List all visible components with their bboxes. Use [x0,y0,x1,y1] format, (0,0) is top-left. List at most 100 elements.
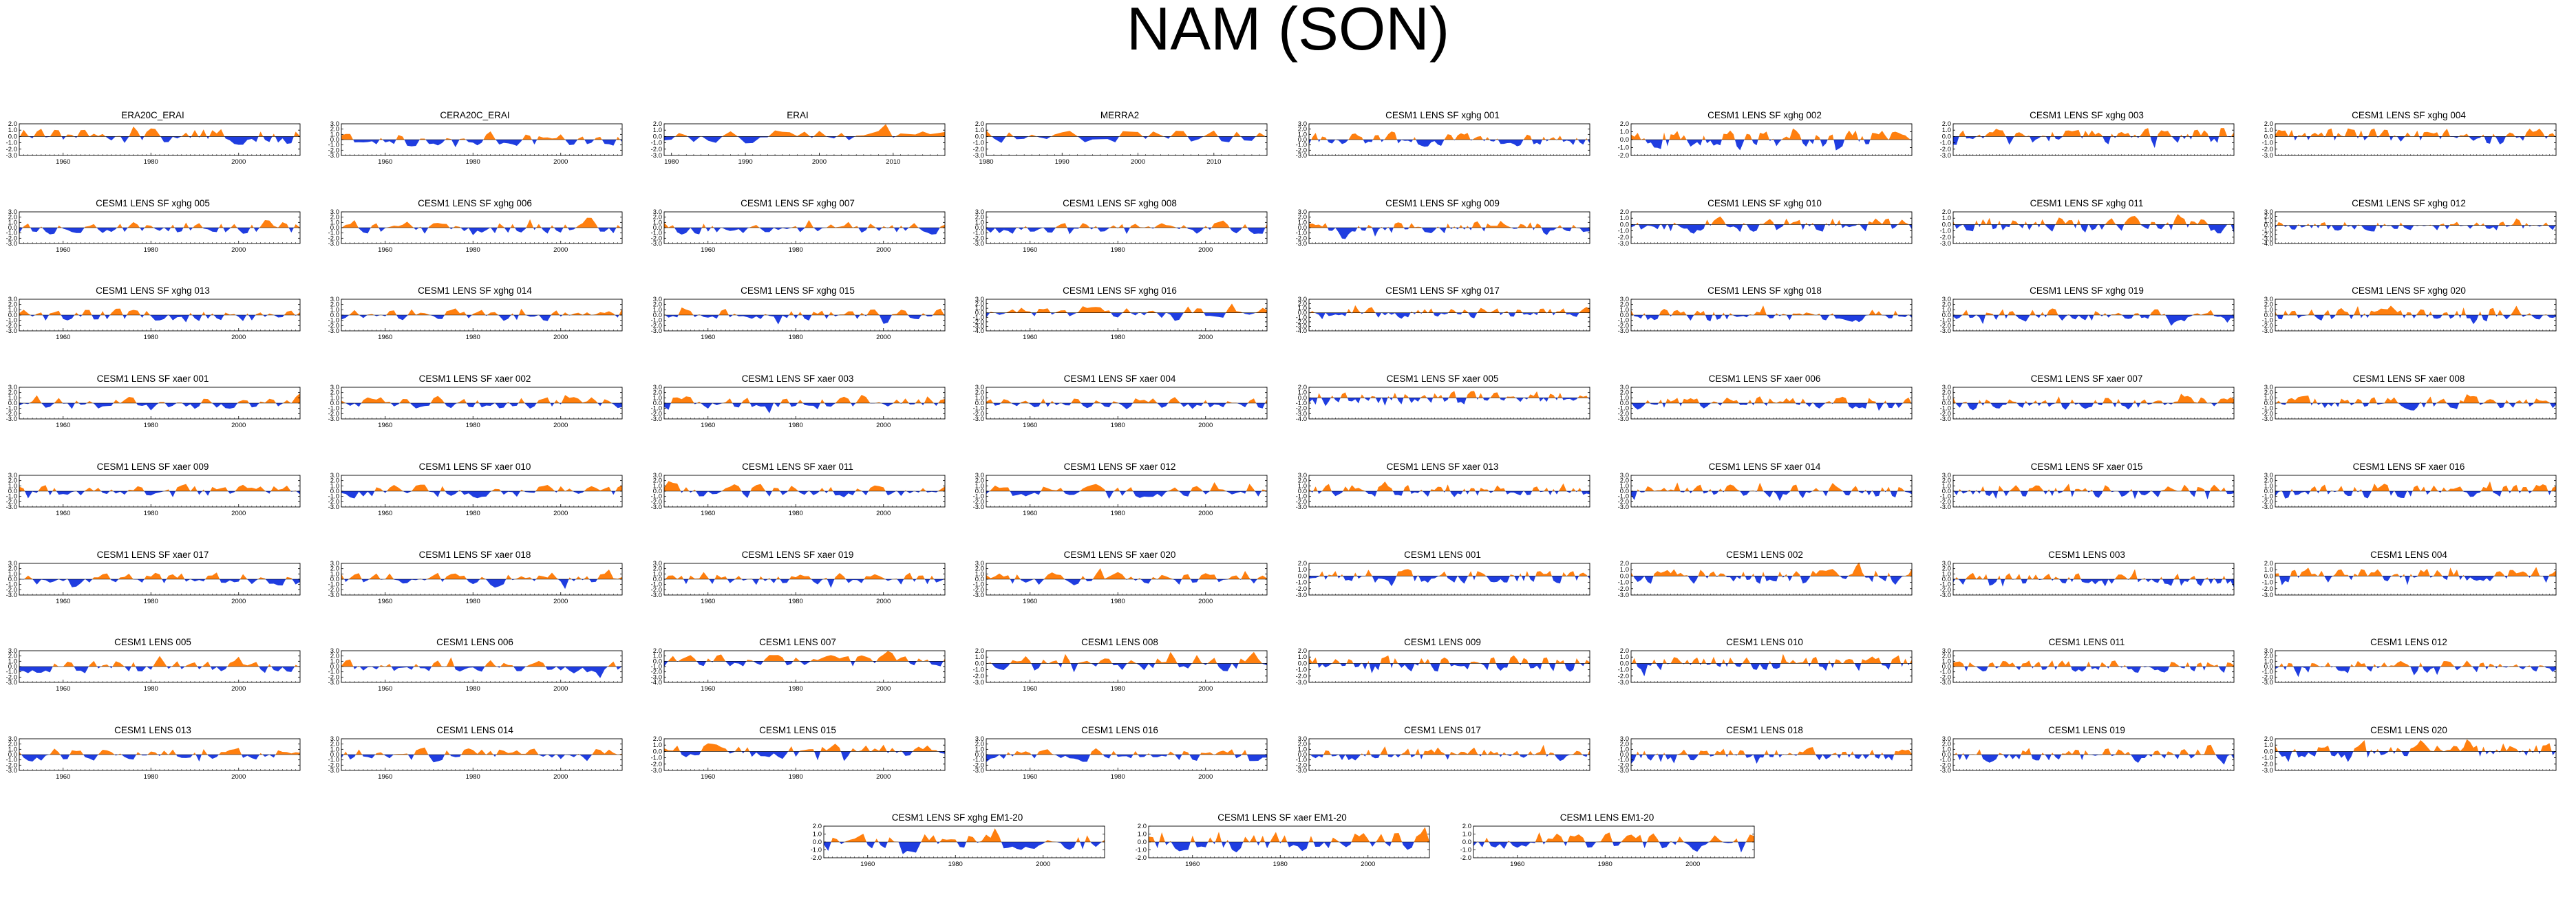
y-tick-label: -3.0 [2262,152,2273,160]
y-tick-label: -2.0 [1296,585,1307,593]
negative-area [2279,576,2549,585]
y-tick-label: -2.0 [2262,585,2273,593]
panel-title: CESM1 LENS SF xghg 010 [1707,198,1822,208]
y-tick-label: -1.0 [973,581,984,589]
y-tick-label: 3.0 [1298,296,1307,303]
panel-title: CESM1 LENS SF xaer 011 [742,462,853,472]
panel-title: CESM1 LENS SF xghg 009 [1385,198,1500,208]
y-tick-label: 0.0 [8,576,17,583]
y-tick-label: -3.0 [973,415,984,423]
panel-title: CESM1 LENS SF xghg 004 [2352,110,2466,120]
y-tick-label: 1.0 [975,219,984,226]
positive-area [2276,394,2550,403]
y-tick-label: -1.0 [973,230,984,237]
panel-plot: 3.02.01.00.0-1.0-2.0-3.0 [1940,384,2235,423]
chart-panel: CESM1 LENS 004 2.0 1.0 0.0 -1.0 -2.0 -3.0 [2256,550,2562,609]
y-tick-label: -1.0 [1618,228,1629,235]
positive-area [1309,482,1582,491]
y-tick-label: 1.0 [1942,482,1951,490]
chart-panel: CESM1 LENS SF xaer 005 2.0 1.0 0.0 -1.0 -2.0-… [1290,374,1595,433]
panel-plot: 2.01.00.0-1.0-2.0-3.0 [2262,120,2557,160]
y-tick-label: 0.0 [8,488,17,495]
y-tick-label: 1.0 [1298,389,1307,397]
y-tick-label: 1.0 [2264,217,2273,225]
y-tick-label: 2.0 [1942,477,1951,485]
y-tick-label: 0.0 [1942,400,1951,407]
y-tick-label: 0.0 [975,133,984,140]
y-tick-label: 2.0 [330,477,339,485]
y-tick-label: 2.0 [2264,477,2273,485]
x-tick-label: 1990 [1055,158,1069,166]
y-tick-label: -2.0 [2262,322,2273,329]
y-tick-label: -1.0 [6,317,17,325]
panel-plot: 3.02.01.00.0-1.0-2.0-3.0 1960 1980 2000 [651,296,946,341]
x-tick-label: 1980 [789,422,803,429]
negative-area [1953,315,2234,326]
y-tick-label: 1.0 [1298,305,1307,312]
chart-panel: CESM1 LENS SF xaer 007 3.0 2.0 1.0 0.0 -1.0 -2… [1934,374,2239,433]
y-tick-label: 3.0 [975,208,984,216]
y-tick-label: 1.0 [330,482,339,490]
panel-title: CESM1 LENS SF xghg 014 [418,285,532,296]
y-tick-label: 3.0 [330,296,339,303]
chart-panel: CESM1 LENS SF xaer 012 3.0 2.0 1.0 0.0 -1.0 -2… [967,462,1273,521]
y-tick-label: 1.0 [1942,215,1951,222]
plot-frame [986,299,1268,332]
y-tick-label: 2.0 [8,389,17,397]
y-tick-label: -2.0 [1940,234,1951,241]
x-tick-label: 2000 [553,510,568,517]
x-tick-label: 1990 [738,158,753,166]
chart-panel: CESM1 LENS SF xghg 012 3.0 2.0 1.0 0.0 -1.0 -2… [2256,198,2562,257]
positive-area [1311,131,1588,140]
x-tick-label: 1960 [56,158,70,166]
chart-panel: CESM1 LENS SF xaer 006 3.0 2.0 1.0 0.0 -1.0 -2… [1612,374,1917,433]
x-tick-label: 1980 [466,422,480,429]
y-tick-label: -1.0 [328,317,339,325]
panel-title: CESM1 LENS SF xghg 007 [741,198,855,208]
x-tick-label: 1960 [56,334,70,341]
negative-area [1631,491,1912,501]
positive-area [989,482,1267,491]
x-tick-label: 1960 [378,422,392,429]
chart-panel: CESM1 LENS SF xaer 001 3.0 2.0 1.0 0.0 -1.0 -2… [0,374,306,433]
chart-panel: CESM1 LENS SF xaer 020 3.0 2.0 1.0 0.0 -1.0 -2… [967,550,1273,609]
panel-plot: 3.02.01.00.0-1.0-2.0-3.0 1960 1980 2000 [328,120,623,166]
y-tick-label: -2.0 [328,498,339,506]
y-tick-label: 0.0 [330,224,339,232]
y-tick-label: 2.0 [1942,208,1951,216]
panel-title: CESM1 LENS SF xghg 015 [741,285,855,296]
chart-panel: CESM1 LENS SF xaer 011 3.0 2.0 1.0 0.0 -1.0 -2… [645,462,950,521]
panel-title: CESM1 LENS SF xaer 001 [96,374,209,384]
chart-panel: CESM1 LENS SF xghg 004 2.0 1.0 0.0 -1.0 -2.0-… [2256,110,2562,169]
y-tick-label: 2.0 [653,565,662,573]
y-tick-label: 0.0 [1620,221,1629,228]
chart-panel: MERRA2 2.0 1.0 0.0 -1.0 -2.0 -3.0 1980 1990 2000 2… [967,110,1273,169]
y-tick-label: -3.0 [1296,504,1307,511]
negative-area [986,228,1266,235]
y-tick-label: -1.0 [6,230,17,237]
panel-title: CESM1 LENS 001 [1404,550,1481,560]
negative-area [674,228,940,235]
panel-title: CESM1 LENS SF xghg 006 [418,198,532,208]
plot-frame [663,123,946,156]
chart-panel: CESM1 LENS SF xghg 017 3.0 2.0 1.0 0.0 -1.0 -2… [1290,285,1595,345]
y-tick-label: -2.0 [6,498,17,506]
y-tick-label: 1.0 [2264,127,2273,134]
y-tick-label: 2.0 [1942,301,1951,309]
panel-plot: 3.02.01.00.0-1.0-2.0-3.0-4.0 1960 1980 2000 [973,296,1268,341]
y-tick-label: -2.0 [1296,318,1307,326]
x-tick-label: 2000 [231,422,246,429]
panel-title: CESM1 LENS SF xaer 017 [96,550,209,560]
y-tick-label: 0.0 [1298,136,1307,144]
y-tick-label: -1.0 [6,581,17,589]
positive-area [1631,305,1909,315]
y-tick-label: -2.0 [1940,322,1951,329]
y-tick-label: -3.0 [1618,327,1629,335]
x-tick-label: 2000 [231,158,246,166]
y-tick-label: -2.0 [651,410,662,418]
y-tick-label: 1.0 [2264,566,2273,574]
y-tick-label: 0.0 [1620,312,1629,319]
x-tick-label: 1960 [701,422,715,429]
negative-area [1955,403,2217,411]
y-tick-label: 0.0 [1942,133,1951,140]
